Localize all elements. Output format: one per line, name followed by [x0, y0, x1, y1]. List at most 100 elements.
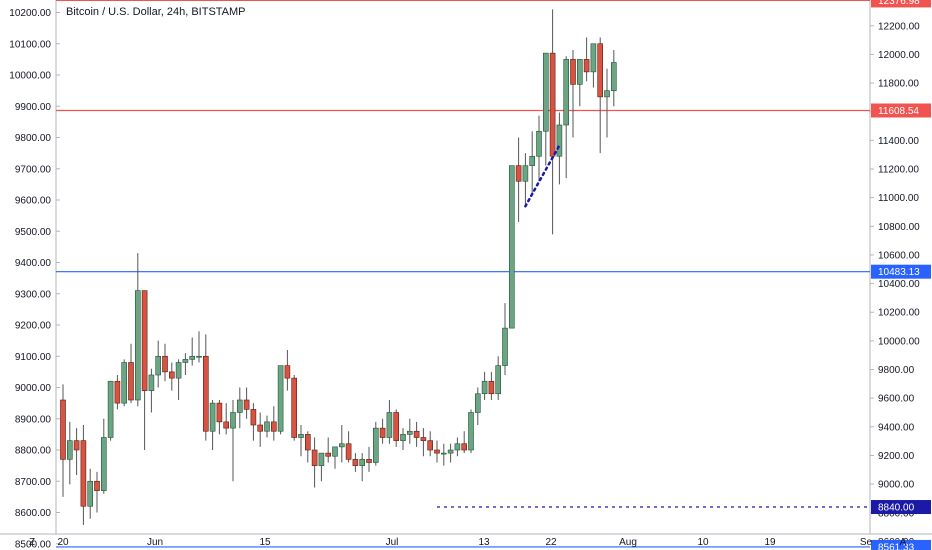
candle-body — [570, 59, 576, 85]
candle-body — [169, 371, 175, 379]
candle-body — [216, 402, 223, 423]
dotted-lines[interactable] — [437, 144, 870, 508]
candle-body — [576, 59, 583, 85]
left-tick-label: 9900.00 — [15, 102, 52, 113]
price-tag-label: 11608.54 — [878, 106, 919, 117]
candle-body — [243, 399, 250, 410]
candle-body — [488, 380, 495, 395]
candle-body — [237, 399, 243, 413]
horizontal-lines[interactable] — [56, 0, 870, 548]
candle-body — [338, 443, 345, 448]
candle-body — [60, 399, 66, 460]
candle-body — [101, 437, 107, 491]
candle-body — [311, 449, 318, 466]
candle-body — [209, 402, 216, 432]
candle-body — [73, 440, 80, 451]
right-price-axis[interactable]: 8600.008800.009000.009200.009400.009600.… — [870, 21, 920, 548]
candle-body — [162, 355, 168, 373]
price-tag-box — [871, 539, 931, 550]
candle-body — [128, 362, 134, 401]
right-tick-label: 9800.00 — [878, 365, 915, 376]
price-tags: 11608.54 10483.13 8561.33 12376.98 8840.00 — [871, 0, 931, 550]
left-tick-label: 9300.00 — [15, 289, 52, 300]
candle-body — [284, 365, 291, 379]
candle-body — [304, 434, 311, 451]
candle-body — [67, 440, 73, 460]
candle-body — [508, 165, 515, 329]
x-tick-label: 10 — [697, 537, 709, 548]
chart-title: Bitcoin / U.S. Dollar, 24h, BITSTAMP — [66, 6, 246, 18]
left-tick-label: 9200.00 — [15, 321, 52, 332]
right-tick-label: 10800.00 — [878, 222, 920, 233]
candle-body — [393, 412, 400, 441]
candle-body — [590, 43, 597, 73]
candle-body — [94, 480, 100, 491]
right-tick-label: 12000.00 — [878, 50, 920, 61]
right-tick-label: 11200.00 — [878, 165, 919, 176]
right-tick-label: 9200.00 — [878, 451, 915, 462]
timezone-button[interactable]: Z — [29, 537, 35, 548]
x-tick-label: 22 — [545, 537, 557, 548]
candle-body — [277, 365, 284, 432]
dotted-trend-line — [524, 144, 561, 208]
candle-body — [406, 430, 413, 435]
candle-body — [536, 130, 542, 157]
candle-body — [502, 327, 508, 366]
right-tick-label: 9600.00 — [878, 394, 915, 405]
price-tag-label: 10483.13 — [878, 267, 920, 278]
left-tick-label: 8700.00 — [15, 477, 52, 488]
time-axis[interactable]: 20 Jun 15 Jul 13 22 Aug 10 19 Se Z A — [29, 537, 907, 548]
candle-body — [583, 59, 590, 73]
left-tick-label: 8500.00 — [15, 539, 52, 550]
candle-body — [352, 459, 359, 466]
right-tick-label: 11800.00 — [878, 79, 919, 90]
left-price-axis[interactable]: 8500.00 8600.00 8700.00 8800.00 8900.00 9000.… — [9, 8, 60, 550]
candle-body — [556, 124, 563, 157]
left-tick-label: 10100.00 — [9, 39, 51, 50]
candle-body — [270, 421, 277, 432]
right-tick-label: 10000.00 — [878, 336, 920, 347]
x-tick-label: Aug — [619, 537, 637, 548]
x-tick-label: Jun — [147, 537, 163, 548]
x-tick-label: 20 — [57, 537, 69, 548]
candle-body — [597, 43, 604, 98]
candle-body — [413, 430, 420, 438]
candle-body — [114, 380, 121, 404]
left-tick-label: 10200.00 — [9, 8, 51, 19]
right-tick-label: 11400.00 — [878, 136, 919, 147]
left-tick-label: 8600.00 — [15, 508, 52, 519]
price-tag-label: 8561.33 — [878, 542, 915, 550]
right-tick-label: 12200.00 — [878, 21, 920, 32]
candle-body — [257, 424, 264, 432]
candle-series — [60, 9, 617, 525]
candle-body — [141, 290, 148, 391]
candle-body — [386, 412, 393, 438]
candle-body — [610, 62, 617, 91]
candle-body — [542, 52, 549, 132]
candle-body — [345, 443, 352, 460]
candle-body — [264, 421, 270, 432]
candle-body — [175, 362, 182, 379]
candle-body — [250, 409, 257, 426]
candle-body — [203, 355, 209, 432]
right-tick-label: 10600.00 — [878, 250, 920, 261]
candle-body — [366, 459, 372, 463]
right-tick-label: 9400.00 — [878, 422, 915, 433]
left-tick-label: 9800.00 — [15, 133, 52, 144]
candle-body — [298, 434, 304, 438]
price-tag-box — [871, 500, 931, 515]
x-tick-label: 19 — [764, 537, 776, 548]
price-tag-label: 12376.98 — [878, 0, 920, 7]
price-tag-box — [871, 103, 931, 118]
price-tag-label: 8840.00 — [878, 503, 915, 514]
auto-scale-button[interactable]: A — [900, 537, 907, 548]
candle-body — [440, 452, 447, 455]
candle-body — [468, 412, 474, 451]
candle-body — [223, 421, 229, 429]
right-tick-label: 10400.00 — [878, 279, 920, 290]
candle-body — [379, 427, 386, 438]
candle-body — [196, 355, 202, 358]
candle-body — [332, 446, 338, 457]
candle-body — [359, 459, 366, 466]
